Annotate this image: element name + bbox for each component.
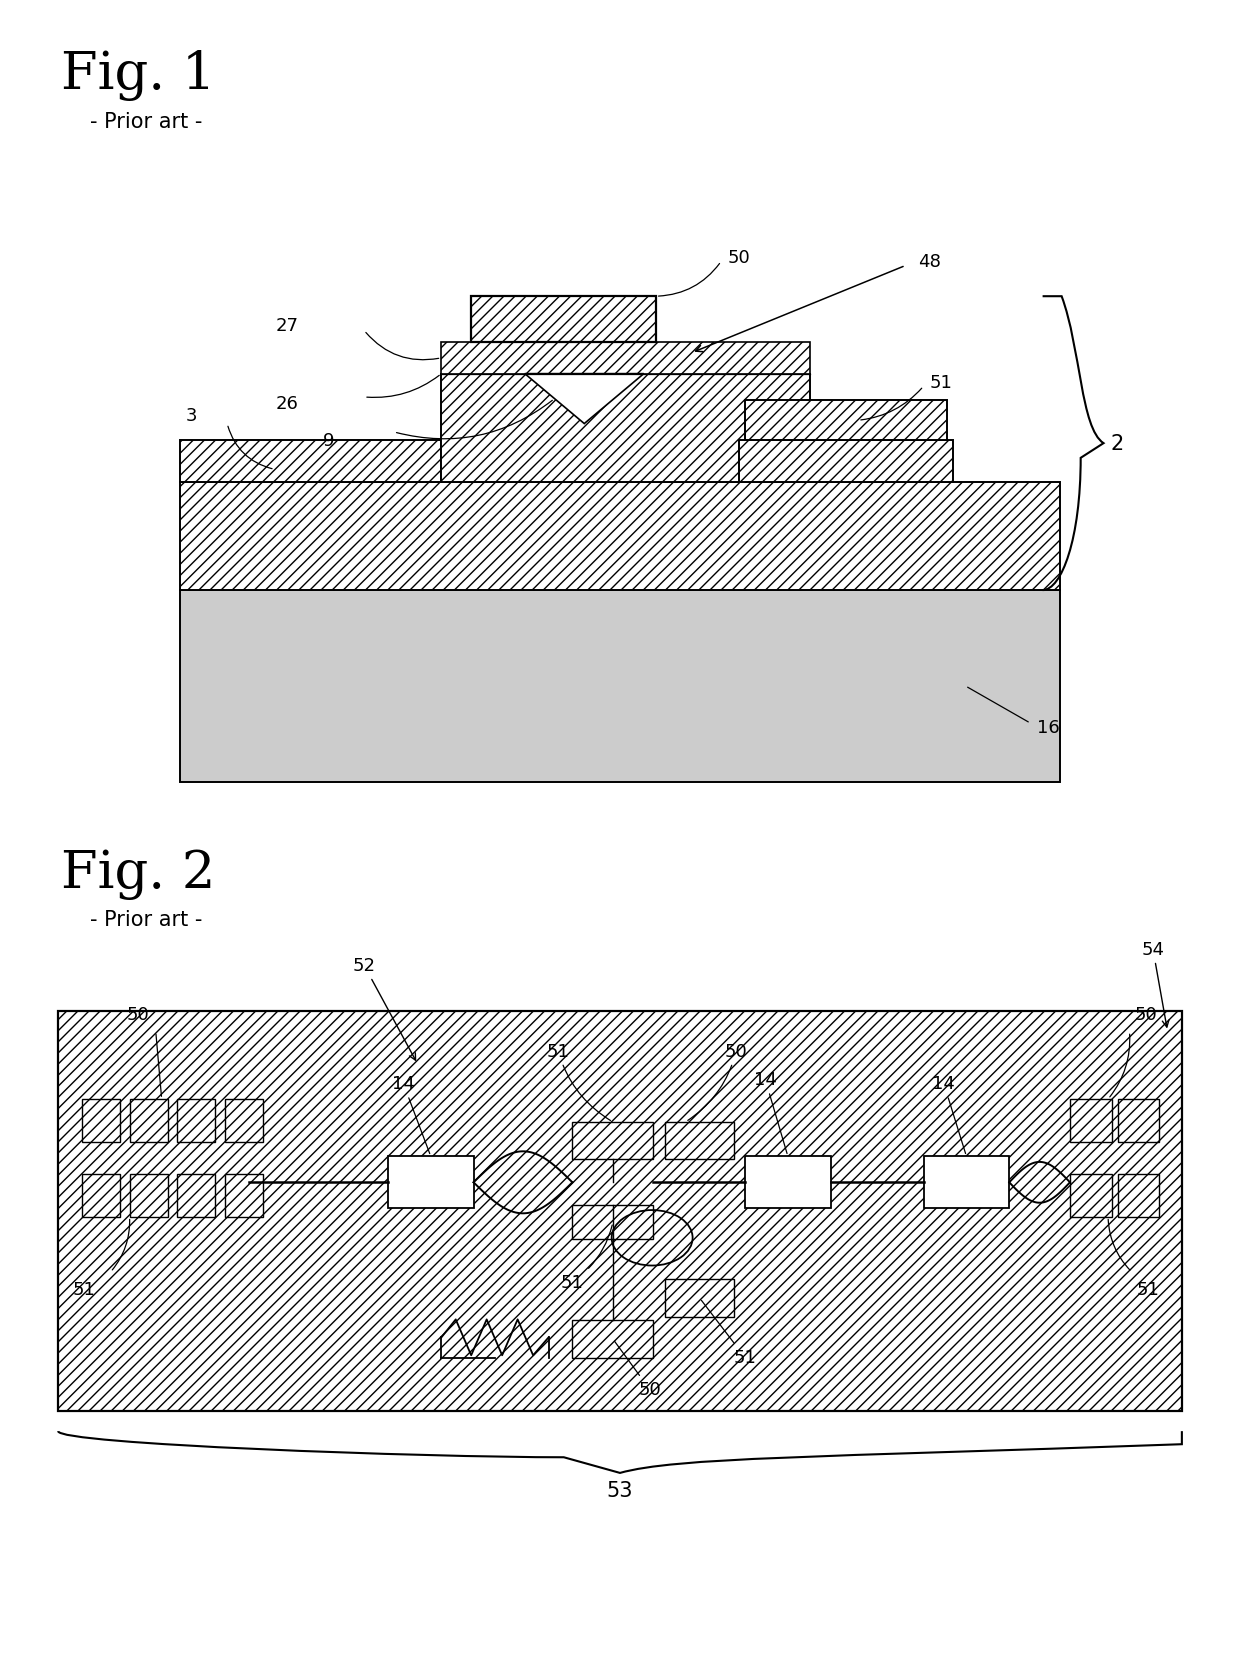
Bar bbox=[177, 1100, 216, 1142]
Bar bbox=[739, 441, 954, 483]
Text: 50: 50 bbox=[688, 1042, 748, 1122]
Text: 51: 51 bbox=[702, 1301, 756, 1366]
Text: 14: 14 bbox=[392, 1075, 430, 1153]
Bar bbox=[180, 591, 1060, 782]
Text: 14: 14 bbox=[754, 1070, 787, 1153]
Text: 50: 50 bbox=[126, 1005, 149, 1023]
Text: 54: 54 bbox=[1141, 940, 1169, 1027]
Bar bbox=[745, 401, 947, 441]
Text: - Prior art -: - Prior art - bbox=[91, 910, 202, 930]
Text: 50: 50 bbox=[727, 250, 750, 266]
Bar bbox=[745, 1156, 831, 1208]
Text: Fig. 2: Fig. 2 bbox=[61, 849, 215, 899]
Bar bbox=[82, 1100, 120, 1142]
Bar bbox=[665, 1280, 734, 1318]
Text: 14: 14 bbox=[932, 1075, 966, 1153]
Text: 3: 3 bbox=[186, 408, 197, 424]
Bar bbox=[180, 441, 441, 483]
Text: 50: 50 bbox=[615, 1341, 661, 1399]
Bar bbox=[129, 1175, 167, 1216]
Bar bbox=[1117, 1175, 1159, 1216]
Text: 16: 16 bbox=[1037, 719, 1059, 737]
Bar bbox=[441, 374, 811, 483]
Bar bbox=[224, 1100, 263, 1142]
Text: Fig. 1: Fig. 1 bbox=[61, 50, 215, 102]
Bar bbox=[441, 343, 811, 374]
Text: 48: 48 bbox=[918, 253, 940, 271]
Text: 50: 50 bbox=[1135, 1005, 1157, 1023]
Text: - Prior art -: - Prior art - bbox=[91, 113, 202, 133]
Text: 9: 9 bbox=[322, 433, 335, 449]
Bar bbox=[180, 483, 1060, 591]
Bar bbox=[177, 1175, 216, 1216]
Bar bbox=[82, 1175, 120, 1216]
Text: 2: 2 bbox=[1111, 433, 1123, 454]
Bar bbox=[224, 1175, 263, 1216]
Text: 51: 51 bbox=[1137, 1281, 1159, 1298]
Bar bbox=[471, 298, 656, 343]
Bar bbox=[1070, 1175, 1111, 1216]
Bar bbox=[573, 1205, 653, 1240]
Text: 27: 27 bbox=[275, 318, 299, 334]
Bar bbox=[573, 1321, 653, 1358]
Bar bbox=[58, 1012, 1182, 1411]
Bar bbox=[924, 1156, 1009, 1208]
Bar bbox=[573, 1122, 653, 1160]
Bar bbox=[388, 1156, 474, 1208]
Bar bbox=[1117, 1100, 1159, 1142]
Text: 51: 51 bbox=[73, 1281, 95, 1298]
Bar bbox=[129, 1100, 167, 1142]
Text: 53: 53 bbox=[606, 1481, 634, 1501]
Text: 51: 51 bbox=[547, 1042, 610, 1122]
Bar bbox=[1070, 1100, 1111, 1142]
Text: 51: 51 bbox=[560, 1225, 613, 1291]
Text: 51: 51 bbox=[930, 374, 952, 391]
Polygon shape bbox=[525, 374, 644, 424]
Bar bbox=[665, 1122, 734, 1160]
Text: 52: 52 bbox=[352, 957, 415, 1060]
Text: 26: 26 bbox=[275, 394, 299, 413]
